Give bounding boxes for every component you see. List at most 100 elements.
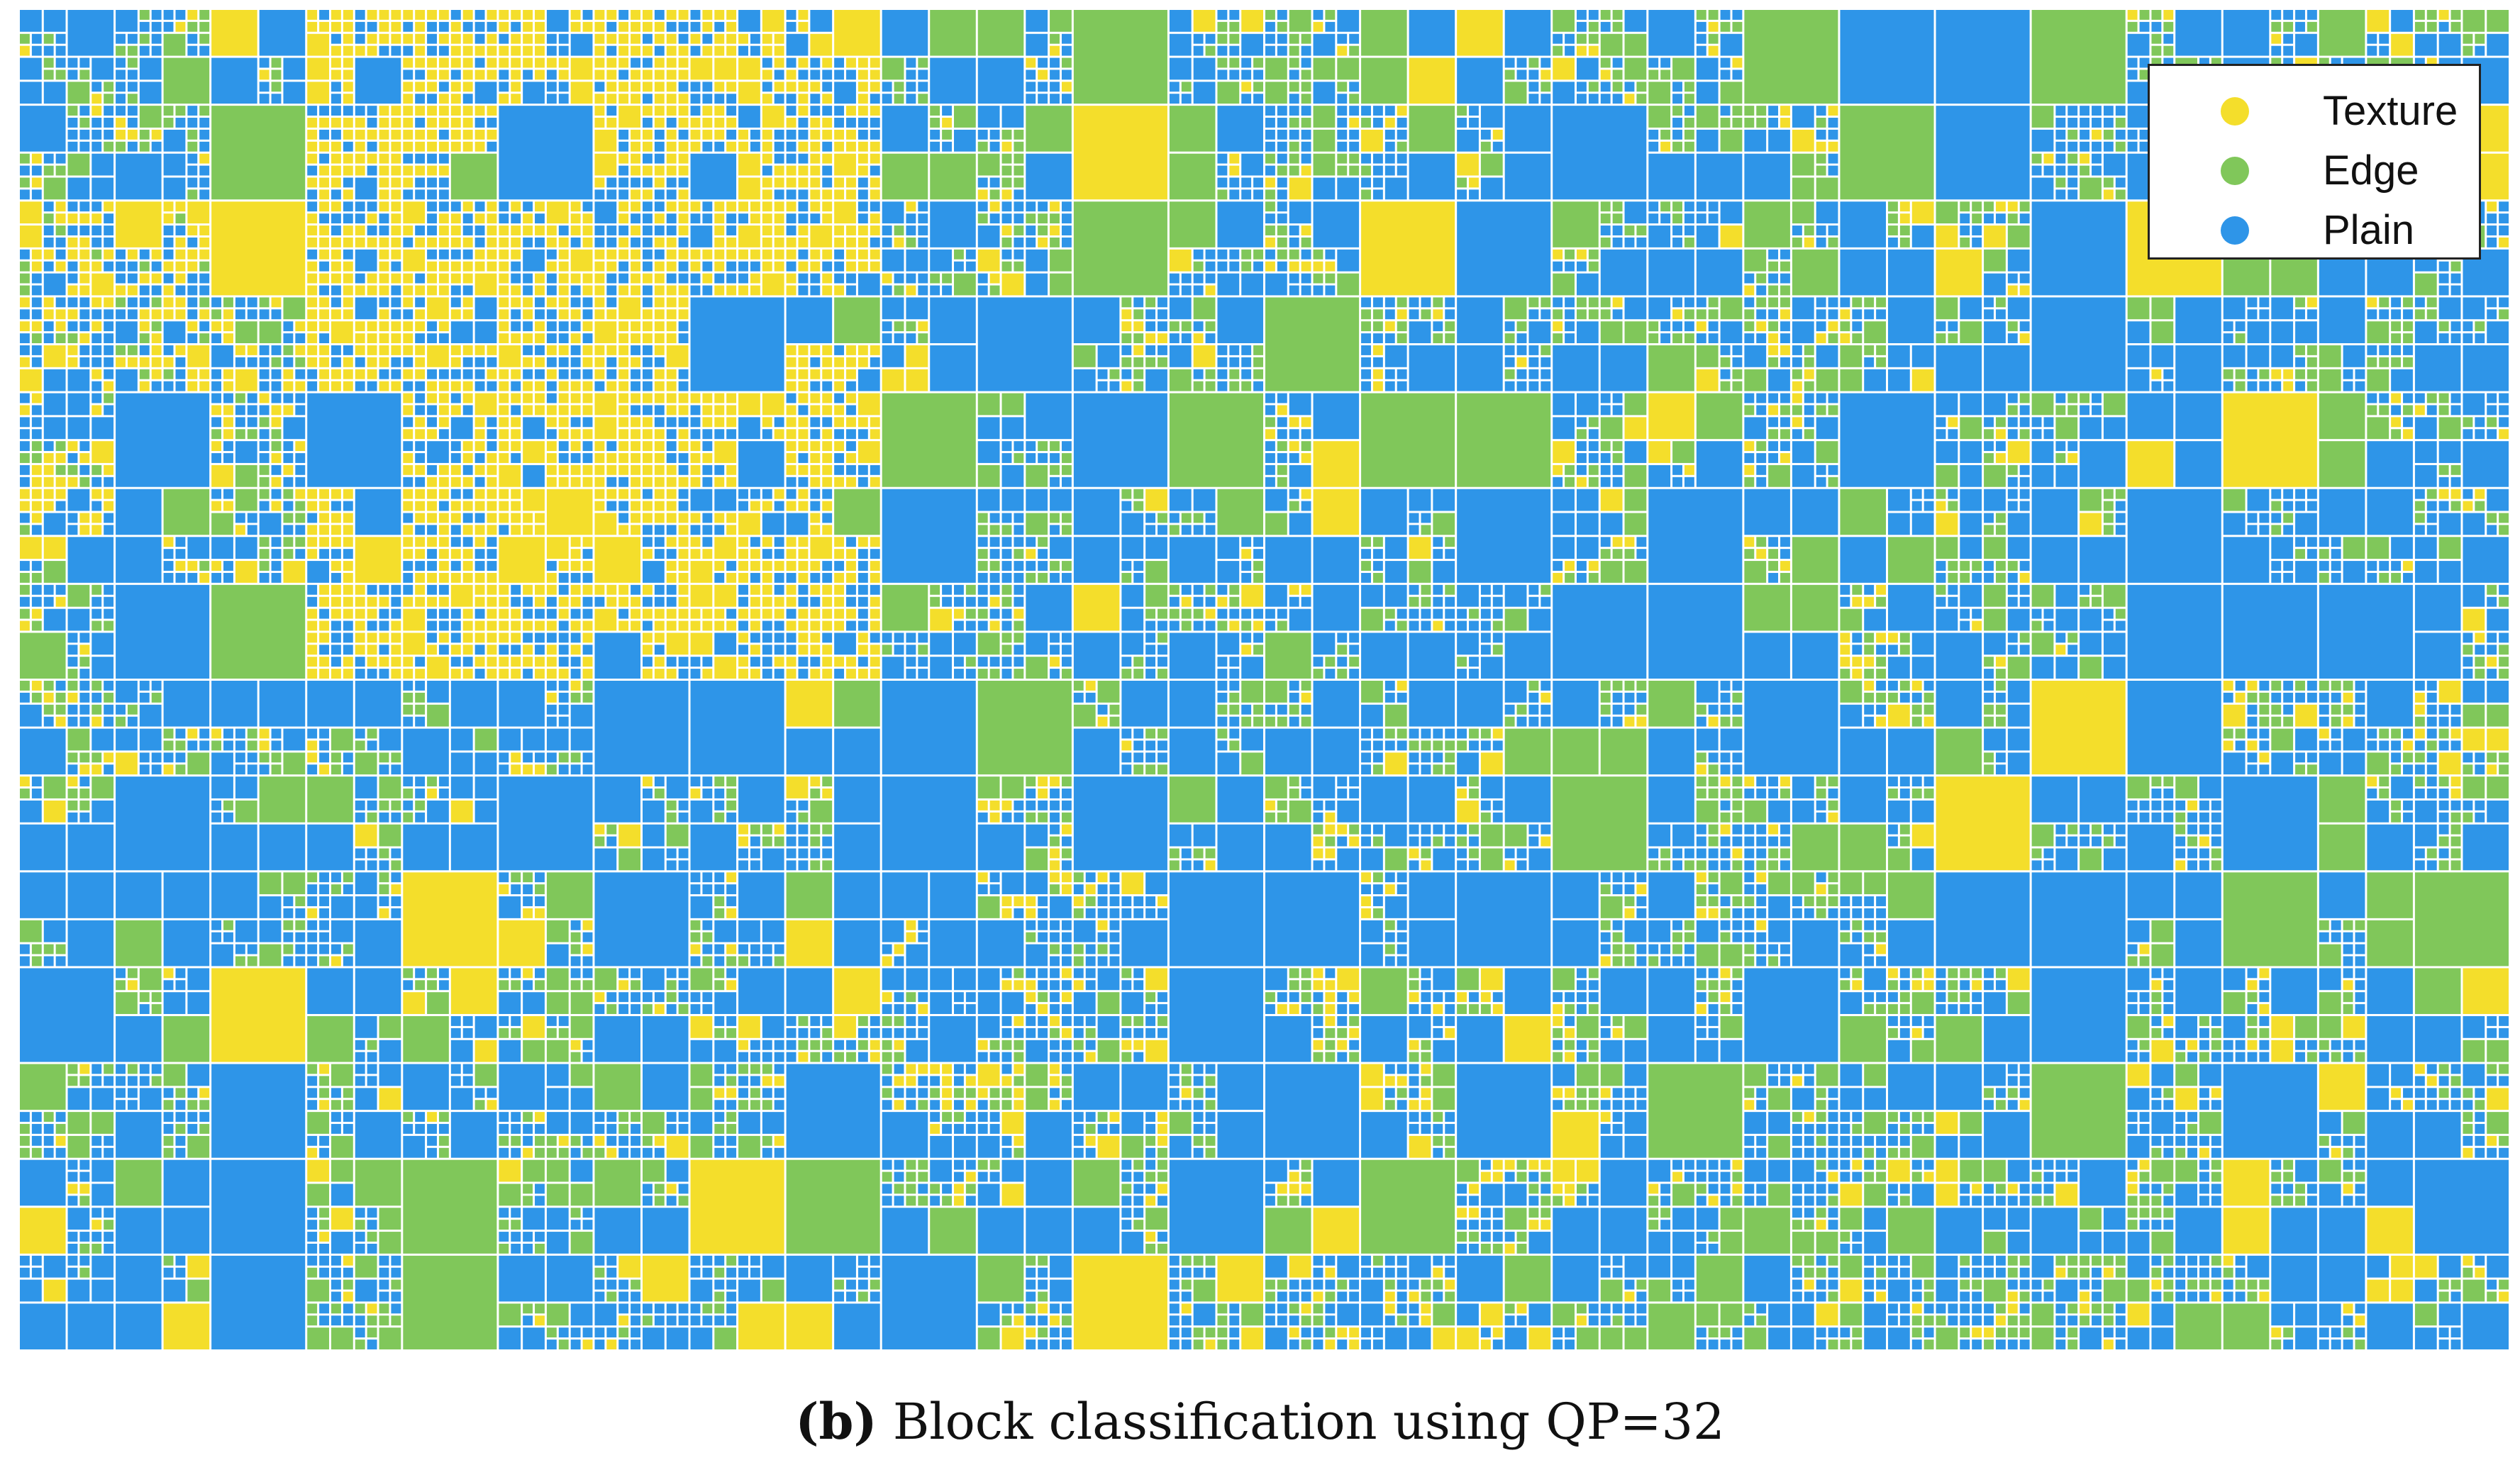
block-d3 — [2115, 501, 2126, 511]
block-d3 — [1660, 213, 1671, 224]
block-d3 — [1684, 321, 1694, 332]
block-d2 — [810, 10, 833, 32]
block-d3 — [738, 273, 748, 284]
block-d3 — [1744, 285, 1755, 296]
block-d1 — [211, 57, 257, 104]
block-d3 — [1565, 572, 1575, 583]
block-d3 — [1014, 177, 1024, 188]
block-d3 — [116, 704, 126, 715]
block-d3 — [606, 69, 617, 80]
block-d3 — [1480, 129, 1491, 140]
block-d3 — [175, 249, 186, 260]
block-d3 — [511, 10, 521, 20]
block-d3 — [1421, 297, 1431, 308]
block-d3 — [462, 141, 473, 152]
block-d3 — [2019, 477, 2030, 487]
block-d3 — [1217, 669, 1228, 679]
block-d3 — [558, 596, 569, 607]
block-d3 — [1337, 106, 1348, 116]
block-d3 — [2499, 584, 2509, 595]
block-d3 — [1001, 453, 1012, 463]
block-d3 — [1804, 369, 1814, 379]
block-d3 — [271, 464, 282, 475]
block-d3 — [678, 141, 689, 152]
block-d2 — [355, 249, 377, 272]
block-d3 — [2103, 608, 2114, 619]
block-d3 — [738, 584, 748, 595]
block-d3 — [499, 393, 509, 403]
block-d3 — [1001, 165, 1012, 176]
block-d3 — [594, 345, 605, 355]
block-d3 — [403, 357, 413, 367]
block-d0 — [1073, 393, 1167, 487]
block-d3 — [55, 596, 66, 607]
block-d3 — [474, 10, 485, 20]
block-d3 — [1984, 417, 1994, 428]
block-d3 — [1289, 225, 1299, 235]
block-d3 — [487, 596, 497, 607]
block-d3 — [678, 657, 689, 667]
block-d2 — [2055, 657, 2078, 679]
block-d3 — [894, 82, 904, 92]
block-d3 — [1911, 501, 1922, 511]
block-d3 — [2007, 201, 2018, 212]
block-d3 — [690, 608, 701, 619]
block-d3 — [139, 129, 150, 140]
block-d2 — [1050, 489, 1072, 511]
block-d3 — [1636, 225, 1647, 235]
block-d3 — [163, 213, 174, 224]
block-d3 — [2271, 489, 2282, 499]
block-d2 — [1864, 608, 1886, 631]
block-d3 — [1433, 620, 1443, 631]
block-d3 — [1828, 118, 1838, 128]
block-d3 — [499, 69, 509, 80]
block-d3 — [1792, 417, 1802, 428]
block-d3 — [678, 10, 689, 20]
block-d3 — [738, 501, 748, 511]
block-d2 — [714, 57, 737, 80]
block-d3 — [259, 549, 270, 559]
block-d2 — [91, 273, 114, 296]
block-d3 — [822, 213, 833, 224]
block-d3 — [391, 249, 401, 260]
block-d3 — [2343, 381, 2353, 391]
block-d3 — [211, 309, 222, 320]
block-d3 — [1301, 82, 1311, 92]
block-d3 — [391, 10, 401, 20]
block-d3 — [1289, 165, 1299, 176]
block-d3 — [1948, 417, 1958, 428]
block-d3 — [1325, 285, 1336, 296]
block-d3 — [678, 165, 689, 176]
block-d3 — [570, 333, 581, 343]
block-d3 — [116, 69, 126, 80]
block-d3 — [822, 249, 833, 260]
block-d3 — [2487, 405, 2497, 416]
block-d3 — [367, 596, 377, 607]
block-d3 — [2403, 417, 2413, 428]
block-d2 — [1553, 513, 1575, 535]
block-d3 — [1469, 608, 1479, 619]
block-d3 — [379, 261, 389, 272]
block-d3 — [2067, 141, 2078, 152]
block-d3 — [786, 141, 796, 152]
block-d3 — [570, 453, 581, 463]
block-d3 — [462, 393, 473, 403]
block-d3 — [2499, 429, 2509, 440]
block-d1 — [67, 537, 114, 583]
block-d3 — [1948, 501, 1958, 511]
block-d3 — [654, 584, 665, 595]
block-d3 — [1061, 633, 1072, 643]
block-d3 — [643, 213, 653, 224]
block-d2 — [1121, 633, 1144, 655]
block-d1 — [1313, 489, 1360, 535]
block-d3 — [1995, 669, 2006, 679]
block-d3 — [2343, 369, 2353, 379]
block-d3 — [1612, 94, 1623, 104]
block-d3 — [989, 189, 1000, 200]
block-d2 — [1911, 369, 1934, 391]
block-d3 — [415, 381, 426, 391]
block-d3 — [67, 669, 78, 679]
block-d3 — [1277, 453, 1287, 463]
block-d3 — [511, 69, 521, 80]
block-d3 — [1289, 273, 1299, 284]
